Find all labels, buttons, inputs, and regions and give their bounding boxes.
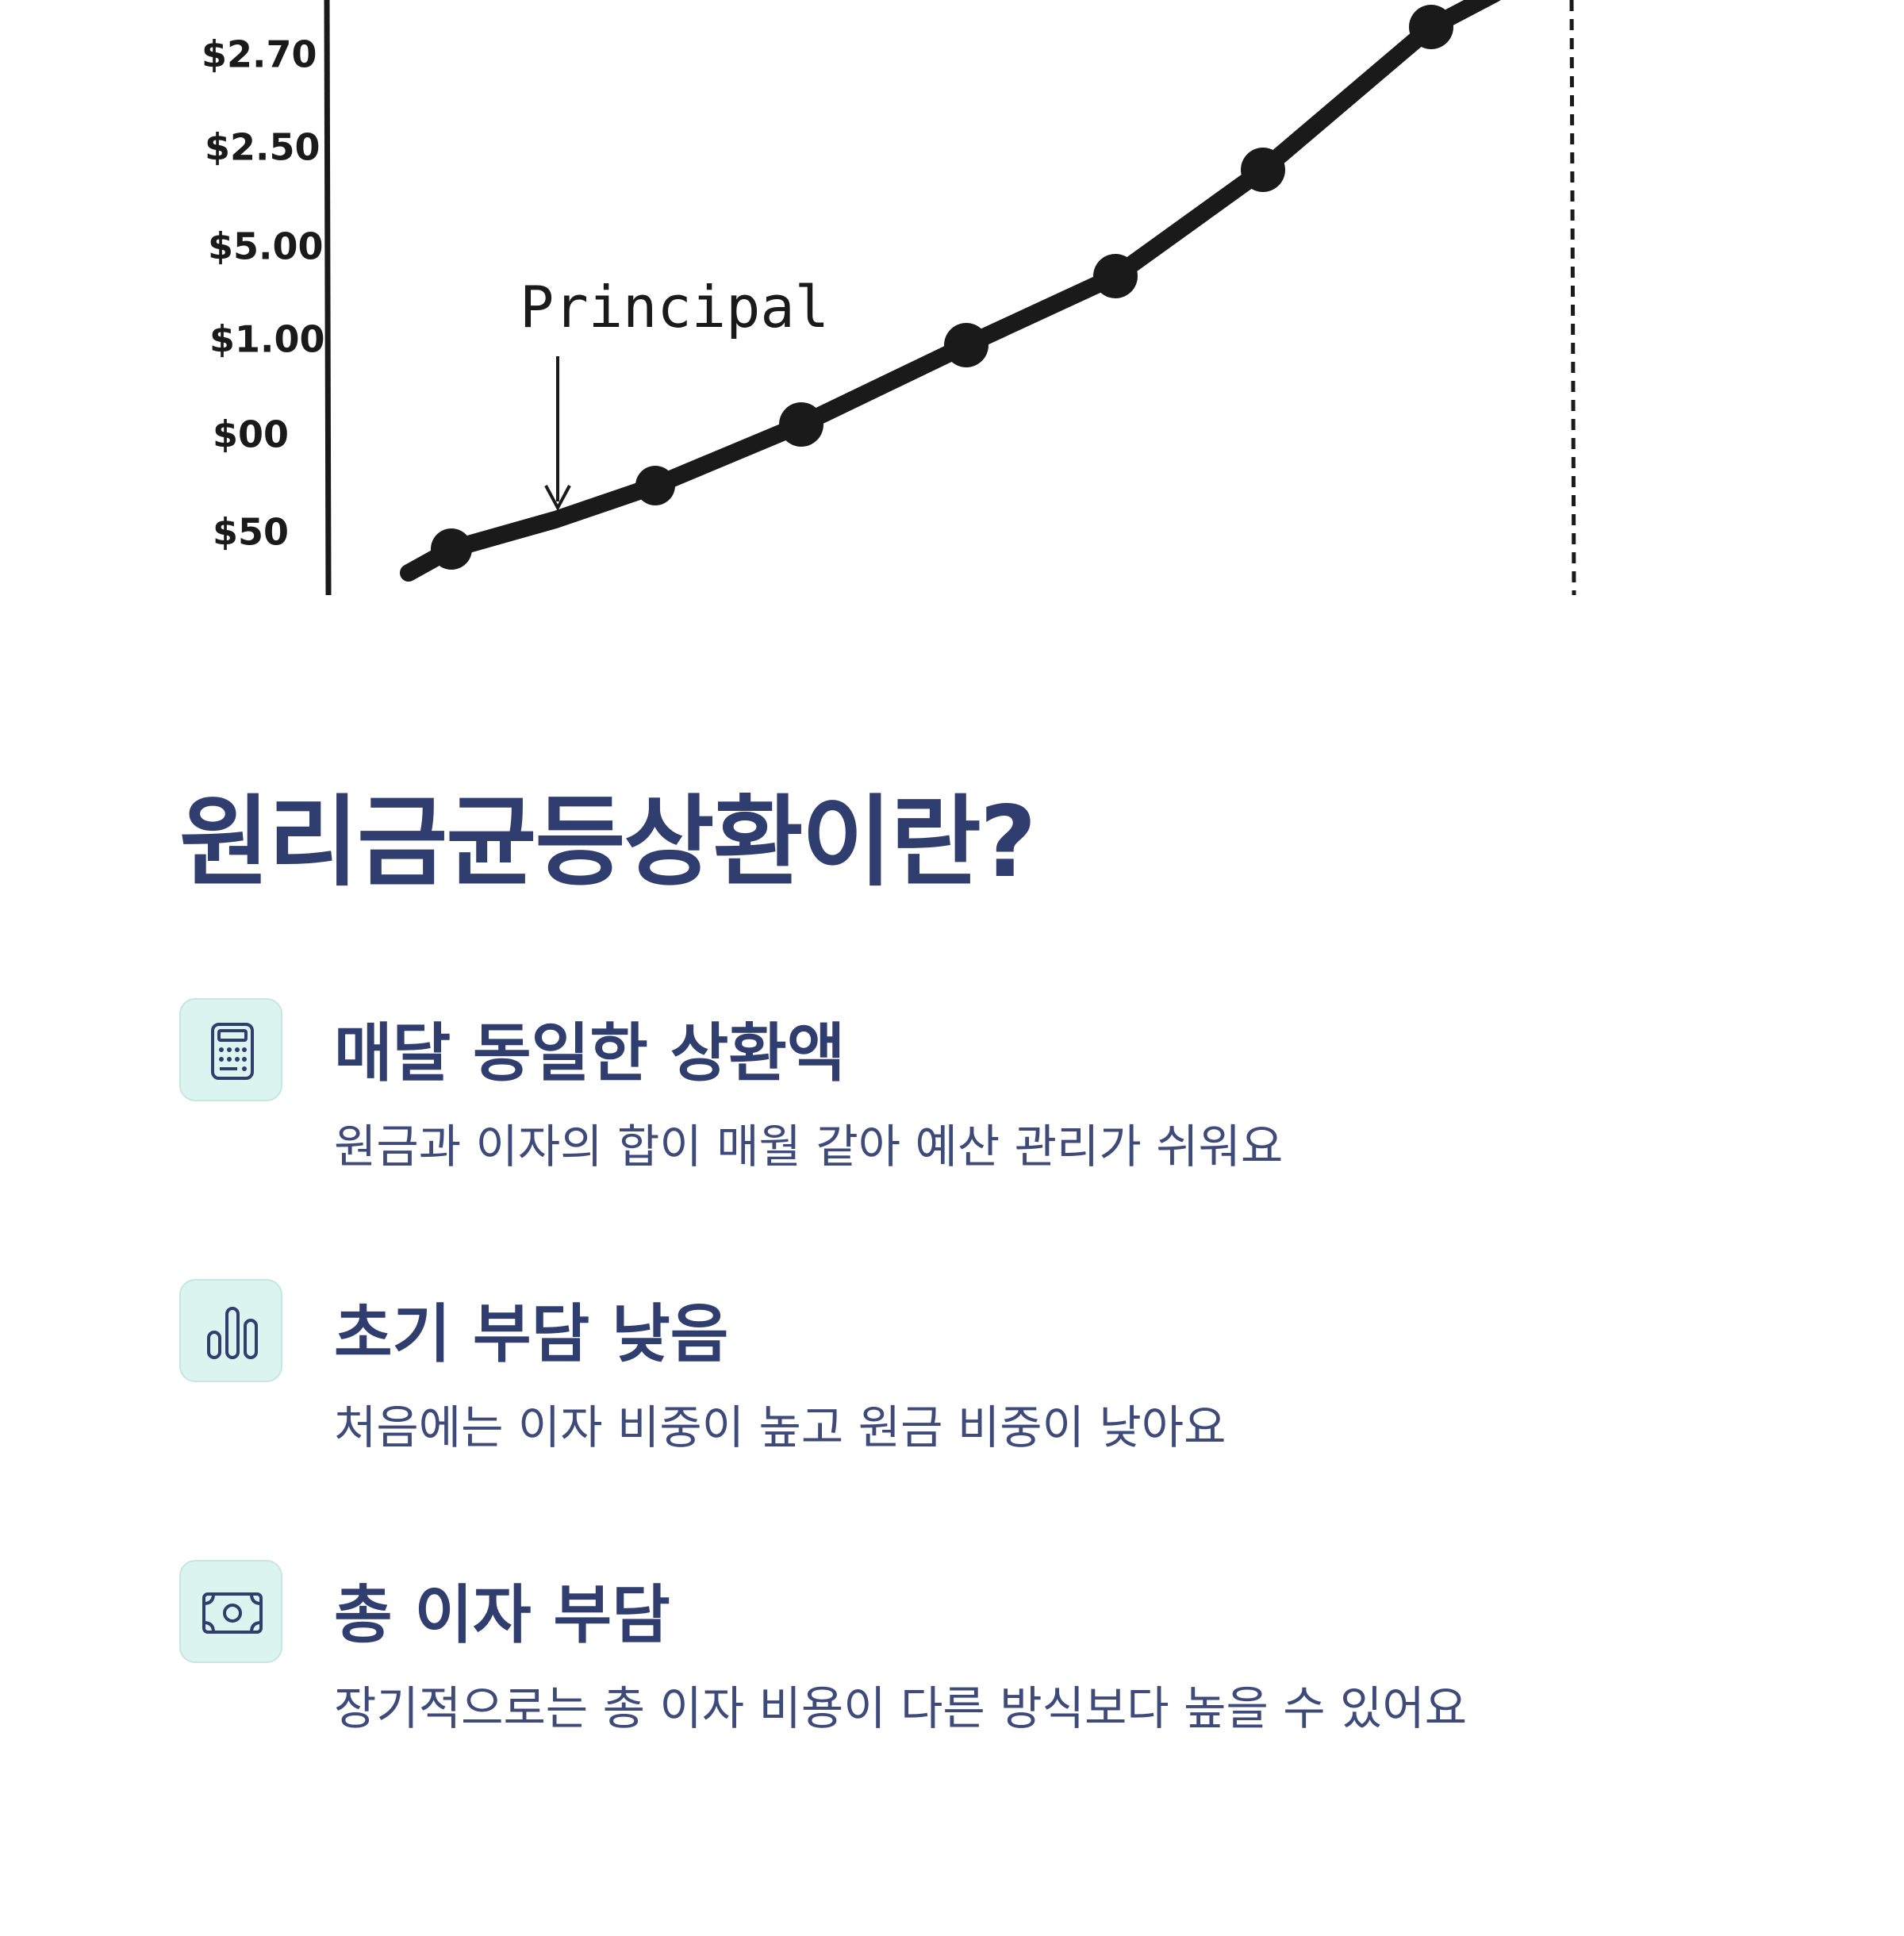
feature-description: 원금과 이자의 합이 매월 같아 예산 관리가 쉬워요 (334, 1120, 1284, 1174)
calculator-icon (179, 998, 282, 1101)
axis-line (324, 0, 332, 596)
feature-heading: 매달 동일한 상환액 (334, 1016, 846, 1090)
arrow-head (544, 485, 571, 512)
feature-item: 초기 부담 낮음 처음에는 이자 비중이 높고 원금 비중이 낮아요 (179, 1279, 1766, 1517)
feature-heading: 총 이자 부담 (334, 1578, 670, 1652)
feature-heading: 초기 부담 낮음 (334, 1297, 729, 1371)
sketch-points (431, 5, 1453, 570)
sketch-line (400, 0, 1501, 582)
annotation: Principal (520, 274, 829, 340)
feature-item: 매달 동일한 상환액 원금과 이자의 합이 매월 같아 예산 관리가 쉬워요 (179, 998, 1766, 1236)
y-label: $2.70 (202, 33, 317, 76)
illustration: Principal $2.70 $2.50 $5.00 $1.00 $00 $50 (202, 0, 1576, 596)
section-title: 원리금균등상환이란? (179, 786, 1037, 900)
y-label: $1.00 (209, 318, 325, 361)
y-label: $5.00 (208, 225, 324, 268)
bar-chart-icon (179, 1279, 282, 1382)
feature-description: 장기적으로는 총 이자 비용이 다른 방식보다 높을 수 있어요 (334, 1681, 1468, 1735)
y-label: $00 (213, 413, 289, 456)
feature-description: 처음에는 이자 비중이 높고 원금 비중이 낮아요 (334, 1400, 1226, 1454)
feature-item: 총 이자 부담 장기적으로는 총 이자 비용이 다른 방식보다 높을 수 있어요 (179, 1560, 1766, 1798)
cash-icon (179, 1560, 282, 1663)
y-label: $2.50 (205, 126, 321, 169)
dashed-line (1569, 0, 1576, 596)
y-label: $50 (213, 511, 289, 554)
